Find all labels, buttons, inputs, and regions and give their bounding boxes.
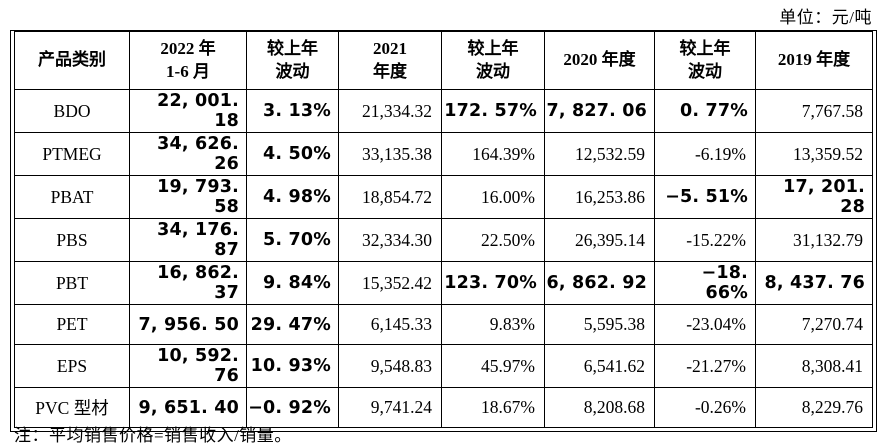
value-cell: 8,308.41 [755, 344, 873, 388]
price-table-frame: 产品类别 2022 年 1-6 月较上年 波动 2021 年度 较上年 波动 2020 … [10, 30, 877, 432]
product-name: EPS [14, 344, 130, 388]
value-cell: 9, 651. 40 [129, 387, 247, 428]
value-cell: 7,767.58 [755, 89, 873, 133]
value-cell: 8, 437. 76 [755, 261, 873, 305]
table-row: PET 7, 956. 50 29. 47% 6,145.33 9.83% 5,595.3… [14, 304, 873, 345]
value-cell: 33,135.38 [338, 132, 442, 176]
column-header: 较上年 波动 [654, 31, 756, 90]
value-cell: 16, 862. 37 [129, 261, 247, 305]
table-row: PTMEG 34, 626. 26 4. 50% 33,135.38 164.39% 12… [14, 132, 873, 176]
value-cell: 5,595.38 [544, 304, 655, 345]
table-row: PBAT 19, 793. 58 4. 98% 18,854.72 16.00% 16,2… [14, 175, 873, 219]
value-cell: 32,334.30 [338, 218, 442, 262]
value-cell: -6.19% [654, 132, 756, 176]
unit-label: 单位：元/吨 [779, 8, 872, 27]
column-header: 较上年 波动 [441, 31, 545, 90]
value-cell: 34, 626. 26 [129, 132, 247, 176]
column-header: 2020 年度 [544, 31, 655, 90]
value-cell: 6,541.62 [544, 344, 655, 388]
value-cell: 13,359.52 [755, 132, 873, 176]
column-header: 2019 年度 [755, 31, 873, 90]
value-cell: 4. 50% [246, 132, 339, 176]
value-cell: 7,270.74 [755, 304, 873, 345]
value-cell: 21,334.32 [338, 89, 442, 133]
table-row: EPS 10, 592. 76 10. 93% 9,548.83 45.97% 6,541… [14, 344, 873, 388]
footnote: 注：平均销售价格=销售收入/销量。 [14, 426, 292, 445]
value-cell: 29. 47% [246, 304, 339, 345]
value-cell: −18. 66% [654, 261, 756, 305]
product-name: PTMEG [14, 132, 130, 176]
table-row: PVC 型材 9, 651. 40 −0. 92% 9,741.24 18.67% 8,2… [14, 387, 873, 428]
value-cell: 22.50% [441, 218, 545, 262]
value-cell: 8,229.76 [755, 387, 873, 428]
value-cell: 7, 956. 50 [129, 304, 247, 345]
value-cell: 10, 592. 76 [129, 344, 247, 388]
value-cell: 17, 201. 28 [755, 175, 873, 219]
value-cell: 9. 84% [246, 261, 339, 305]
value-cell: 22, 001. 18 [129, 89, 247, 133]
price-table: 产品类别 2022 年 1-6 月较上年 波动 2021 年度 较上年 波动 2020 … [14, 31, 873, 428]
table-body: BDO 22, 001. 18 3. 13% 21,334.32 172. 57% 7, … [14, 89, 873, 428]
value-cell: 9.83% [441, 304, 545, 345]
product-name: PVC 型材 [14, 387, 130, 428]
column-header: 产品类别 [14, 31, 130, 90]
value-cell: -0.26% [654, 387, 756, 428]
product-name: PBAT [14, 175, 130, 219]
value-cell: 7, 827. 06 [544, 89, 655, 133]
value-cell: 19, 793. 58 [129, 175, 247, 219]
value-cell: 16,253.86 [544, 175, 655, 219]
column-header: 2022 年 1-6 月 [129, 31, 247, 90]
value-cell: 9,741.24 [338, 387, 442, 428]
value-cell: 3. 13% [246, 89, 339, 133]
value-cell: 6, 862. 92 [544, 261, 655, 305]
product-name: BDO [14, 89, 130, 133]
value-cell: 172. 57% [441, 89, 545, 133]
product-name: PET [14, 304, 130, 345]
value-cell: 4. 98% [246, 175, 339, 219]
value-cell: -15.22% [654, 218, 756, 262]
column-header: 2021 年度 [338, 31, 442, 90]
value-cell: 18.67% [441, 387, 545, 428]
table-row: PBS 34, 176. 87 5. 70% 32,334.30 22.50% 26,39… [14, 218, 873, 262]
value-cell: 123. 70% [441, 261, 545, 305]
product-name: PBS [14, 218, 130, 262]
value-cell: 16.00% [441, 175, 545, 219]
value-cell: 5. 70% [246, 218, 339, 262]
product-name: PBT [14, 261, 130, 305]
value-cell: 6,145.33 [338, 304, 442, 345]
value-cell: 9,548.83 [338, 344, 442, 388]
table-row: PBT 16, 862. 37 9. 84% 15,352.42 123. 70% 6, … [14, 261, 873, 305]
value-cell: 164.39% [441, 132, 545, 176]
value-cell: 34, 176. 87 [129, 218, 247, 262]
column-header: 较上年 波动 [246, 31, 339, 90]
value-cell: 26,395.14 [544, 218, 655, 262]
value-cell: 10. 93% [246, 344, 339, 388]
value-cell: 45.97% [441, 344, 545, 388]
value-cell: -23.04% [654, 304, 756, 345]
value-cell: 31,132.79 [755, 218, 873, 262]
table-row: BDO 22, 001. 18 3. 13% 21,334.32 172. 57% 7, … [14, 89, 873, 133]
value-cell: -21.27% [654, 344, 756, 388]
value-cell: 12,532.59 [544, 132, 655, 176]
value-cell: 8,208.68 [544, 387, 655, 428]
value-cell: 15,352.42 [338, 261, 442, 305]
value-cell: 18,854.72 [338, 175, 442, 219]
value-cell: −5. 51% [654, 175, 756, 219]
value-cell: 0. 77% [654, 89, 756, 133]
header-row: 产品类别 2022 年 1-6 月较上年 波动 2021 年度 较上年 波动 2020 … [14, 31, 873, 90]
